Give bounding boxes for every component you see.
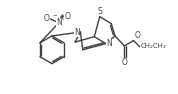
Text: N: N	[107, 39, 112, 48]
Text: CH₂CH₃: CH₂CH₃	[140, 43, 166, 49]
Text: N: N	[74, 28, 80, 37]
Text: +: +	[61, 17, 65, 22]
Text: O: O	[44, 14, 50, 24]
Text: O: O	[121, 58, 127, 67]
Text: −: −	[53, 12, 57, 17]
Text: S: S	[97, 7, 102, 16]
Text: O: O	[134, 31, 140, 40]
Text: O: O	[64, 12, 70, 21]
Text: N: N	[56, 18, 62, 27]
